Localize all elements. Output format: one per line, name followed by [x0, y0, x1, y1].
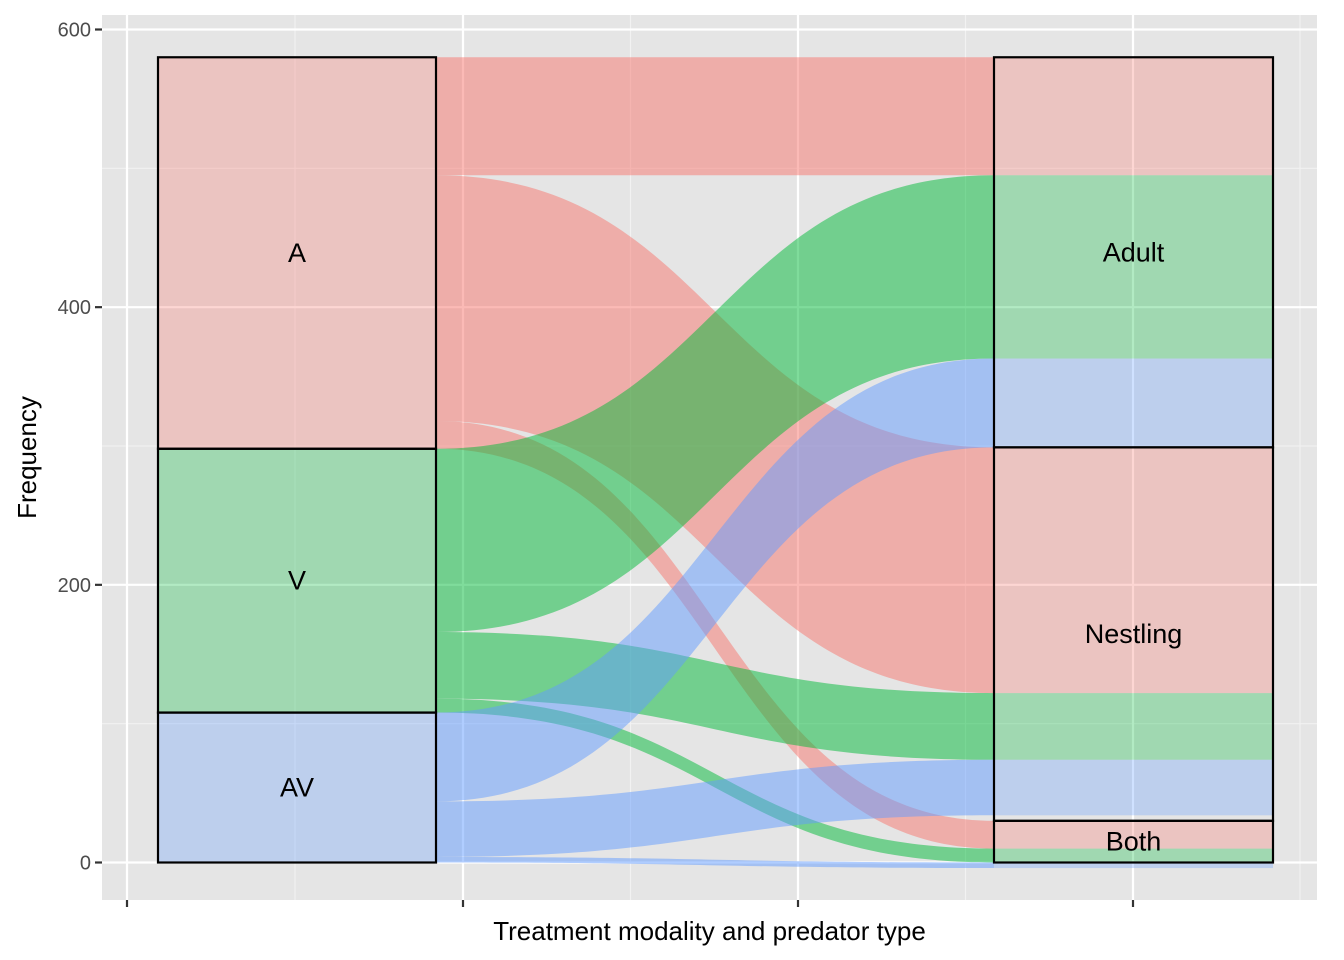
stratum-segment-a-adult — [994, 57, 1273, 176]
y-tick-label: 400 — [58, 297, 91, 319]
stratum-label-v: V — [288, 566, 306, 596]
axes: 0 200 400 600 — [58, 20, 1135, 907]
stratum-segment-av-nestling — [994, 759, 1273, 816]
flow-a-to-adult — [436, 57, 994, 176]
stratum-fill-v — [158, 448, 436, 713]
stratum-segment-v-adult — [994, 175, 1273, 359]
stratum-both — [992, 819, 1275, 864]
y-tick-label: 0 — [80, 853, 91, 875]
y-tick-label: 600 — [58, 20, 91, 42]
stratum-label-a: A — [288, 238, 306, 268]
stratum-label-both: Both — [1106, 827, 1162, 857]
stratum-label-nestling: Nestling — [1085, 619, 1183, 649]
flow-ribbons — [436, 57, 994, 869]
flow-a-to-both — [436, 421, 994, 849]
stratum-segment-v-nestling — [994, 693, 1273, 760]
stratum-label-av: AV — [280, 773, 314, 803]
stratum-segment-av-adult — [994, 358, 1273, 448]
stratum-av — [156, 711, 438, 864]
y-axis-title: Frequency — [12, 396, 42, 519]
flow-v-to-nestling — [436, 632, 994, 760]
flow-v-to-adult — [436, 175, 994, 633]
stratum-segment-a-nestling — [994, 447, 1273, 694]
stratum-fill-av — [158, 712, 436, 863]
stratum-segment-av-both — [994, 862, 1273, 869]
stratum-fill-a — [158, 57, 436, 449]
flow-av-to-nestling — [436, 759, 994, 857]
x-axis-title: Treatment modality and predator type — [493, 916, 926, 946]
flow-av-to-both — [436, 856, 994, 869]
y-tick-label: 200 — [58, 575, 91, 597]
flow-av-to-adult — [436, 358, 994, 802]
stratum-segment-v-both — [994, 848, 1273, 863]
stratum-label-adult: Adult — [1103, 237, 1165, 267]
stratum-segment-a-both — [994, 820, 1273, 849]
